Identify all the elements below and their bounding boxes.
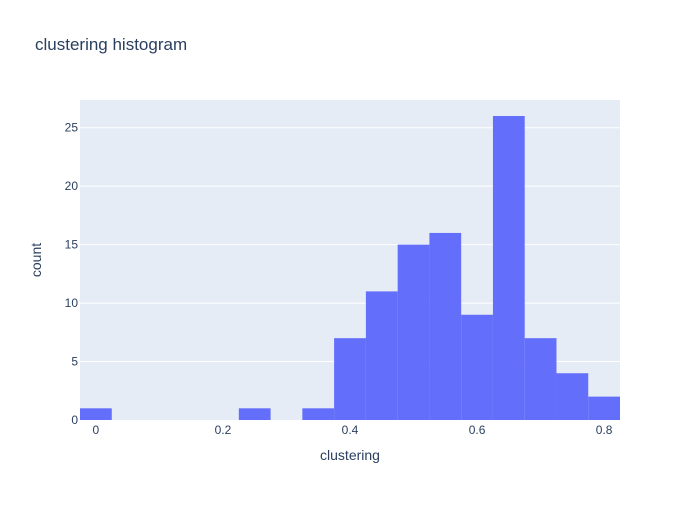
histogram-bar[interactable]: [334, 338, 366, 420]
histogram-bar[interactable]: [524, 338, 557, 420]
x-tick-label: 0.6: [469, 423, 486, 437]
histogram-bar[interactable]: [365, 291, 398, 420]
histogram-bar[interactable]: [302, 408, 335, 420]
x-tick-label: 0.4: [342, 423, 359, 437]
y-tick-label: 25: [65, 121, 79, 135]
y-tick-label: 20: [65, 179, 79, 193]
histogram-bar[interactable]: [429, 232, 462, 420]
x-tick-label: 0: [93, 423, 100, 437]
x-tick-label: 0.8: [596, 423, 613, 437]
y-tick-label: 10: [65, 296, 79, 310]
x-axis-title: clustering: [320, 447, 380, 463]
y-axis-title: count: [28, 243, 44, 277]
bars: [80, 116, 620, 420]
histogram-bar[interactable]: [397, 244, 430, 420]
x-axis-ticks: 0 0.2 0.4 0.6 0.8: [93, 423, 613, 437]
y-tick-label: 15: [65, 238, 79, 252]
histogram-bar[interactable]: [556, 373, 589, 420]
y-tick-label: 0: [71, 413, 78, 427]
histogram-bar[interactable]: [588, 396, 620, 420]
histogram-bar[interactable]: [238, 408, 271, 420]
chart-title: clustering histogram: [35, 35, 187, 54]
y-axis-ticks: 0 5 10 15 20 25: [65, 121, 79, 427]
histogram-bar[interactable]: [492, 116, 525, 420]
y-tick-label: 5: [71, 355, 78, 369]
x-tick-label: 0.2: [215, 423, 232, 437]
histogram-bar[interactable]: [461, 314, 493, 420]
histogram-bar[interactable]: [80, 408, 112, 420]
